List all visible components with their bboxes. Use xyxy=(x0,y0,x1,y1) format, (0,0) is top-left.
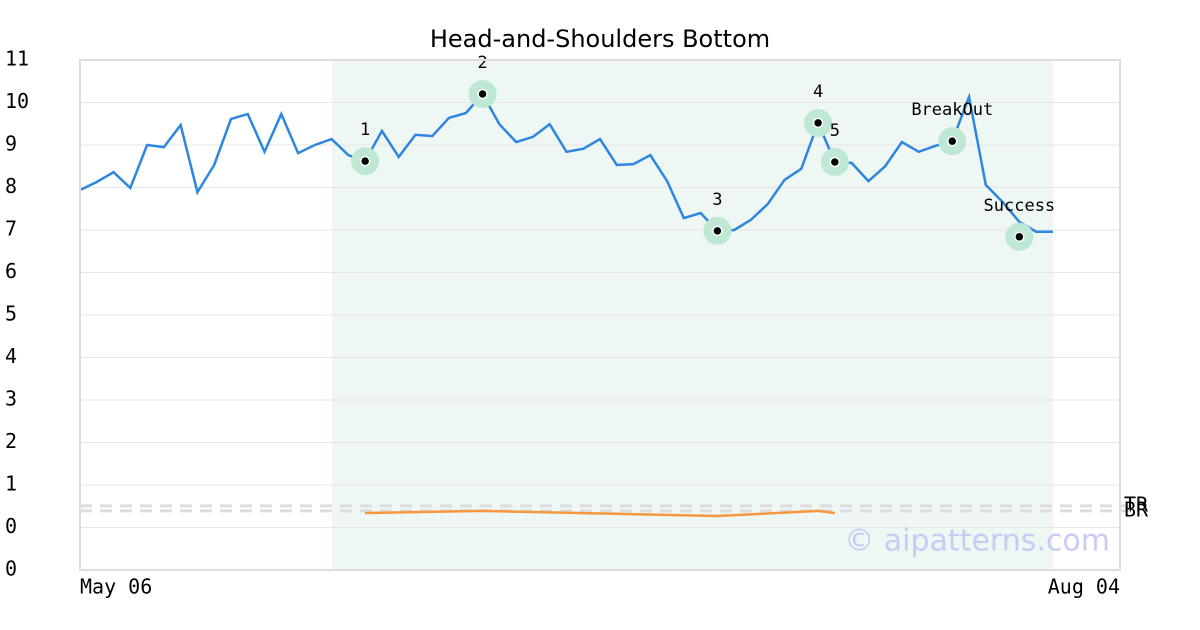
point-label: 1 xyxy=(360,120,370,140)
point-label: BreakOut xyxy=(911,100,993,120)
point-label: 4 xyxy=(813,82,823,102)
point-dot xyxy=(477,88,488,100)
y-tick-label: 2 xyxy=(5,429,17,453)
y-tick-label: 9 xyxy=(5,132,17,156)
watermark: © aipatterns.com xyxy=(844,524,1110,559)
point-dot xyxy=(812,117,824,129)
point-label: Success xyxy=(984,196,1056,216)
y-tick-label: 0 xyxy=(5,514,17,538)
chart-title: Head-and-Shoulders Bottom xyxy=(430,25,770,53)
y-tick-label: 10 xyxy=(5,89,29,113)
y-tick-label: 4 xyxy=(5,344,17,368)
y-tick-label: 1 xyxy=(5,472,17,496)
series-line xyxy=(79,91,1053,233)
y-tick-label: 7 xyxy=(5,217,17,241)
point-dot xyxy=(1014,231,1025,243)
series-line xyxy=(365,509,835,518)
y-tick-label: 0 xyxy=(5,557,17,581)
y-tick-label: 3 xyxy=(5,387,17,411)
y-tick-label: 5 xyxy=(5,302,17,326)
x-tick-label: May 06 xyxy=(80,575,152,599)
y-tick-label: 11 xyxy=(5,47,29,71)
point-label: 3 xyxy=(712,190,722,210)
y-tick-label: 8 xyxy=(5,174,17,198)
point-dot xyxy=(359,155,371,167)
plot-frame xyxy=(79,59,1121,571)
point-label: 5 xyxy=(830,121,840,141)
level-label: BR xyxy=(1124,497,1149,521)
point-dot xyxy=(712,225,723,237)
point-label: 2 xyxy=(477,53,487,73)
point-dot xyxy=(829,156,841,168)
point-dot xyxy=(947,135,958,147)
y-tick-label: 6 xyxy=(5,259,17,283)
x-tick-label: Aug 04 xyxy=(1048,575,1120,599)
